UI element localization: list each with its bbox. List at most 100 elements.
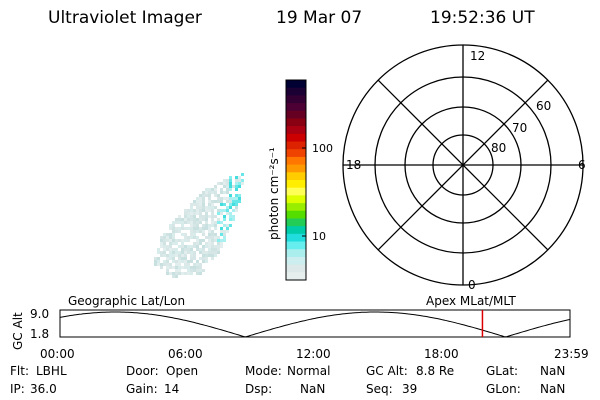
aurora-pixel — [205, 242, 208, 245]
aurora-pixel — [172, 251, 175, 254]
aurora-pixel — [202, 191, 205, 194]
colorbar-frame — [285, 79, 307, 281]
aurora-pixel — [178, 269, 181, 272]
aurora-pixel — [211, 248, 214, 251]
aurora-pixel — [211, 251, 214, 254]
aurora-pixel — [181, 224, 184, 227]
aurora-pixel — [196, 266, 199, 269]
aurora-pixel — [193, 245, 196, 248]
aurora-pixel — [190, 236, 193, 239]
apex-label: Apex MLat/MLT — [426, 294, 516, 308]
aurora-pixel — [193, 209, 196, 212]
aurora-pixel — [169, 248, 172, 251]
aurora-pixel — [202, 215, 205, 218]
aurora-pixel — [166, 254, 169, 257]
aurora-pixel — [169, 257, 172, 260]
aurora-pixel — [211, 242, 214, 245]
aurora-pixel — [211, 212, 214, 215]
aurora-pixel — [172, 224, 175, 227]
aurora-pixel — [211, 221, 214, 224]
aurora-pixel — [220, 242, 223, 245]
aurora-pixel — [217, 248, 220, 251]
aurora-pixel — [193, 266, 196, 269]
aurora-pixel — [232, 185, 235, 188]
aurora-pixel — [208, 203, 211, 206]
aurora-pixel — [175, 260, 178, 263]
colorbar-band — [286, 118, 306, 127]
aurora-pixel — [199, 206, 202, 209]
aurora-pixel — [199, 251, 202, 254]
aurora-pixel — [190, 209, 193, 212]
aurora-pixel — [169, 239, 172, 242]
aurora-pixel — [190, 212, 193, 215]
aurora-pixel — [214, 236, 217, 239]
aurora-pixel — [193, 269, 196, 272]
colorbar-band — [286, 256, 306, 266]
aurora-pixel — [199, 212, 202, 215]
status-flt-value: LBHL — [36, 364, 67, 378]
aurora-pixel — [181, 272, 184, 275]
aurora-pixel — [187, 218, 190, 221]
aurora-pixel — [193, 233, 196, 236]
colorbar-band — [286, 126, 306, 135]
aurora-pixel — [154, 260, 157, 263]
status-glat-value: NaN — [540, 364, 566, 378]
aurora-pixel — [184, 260, 187, 263]
aurora-pixel — [187, 251, 190, 254]
aurora-pixel — [223, 239, 226, 242]
aurora-pixel — [169, 254, 172, 257]
aurora-pixel — [193, 254, 196, 257]
aurora-pixel — [226, 212, 229, 215]
aurora-pixel — [238, 176, 241, 179]
aurora-pixel — [202, 227, 205, 230]
aurora-pixel — [202, 224, 205, 227]
aurora-pixel — [187, 209, 190, 212]
aurora-pixel — [202, 245, 205, 248]
aurora-pixel — [220, 239, 223, 242]
colorbar-band — [286, 180, 306, 189]
aurora-pixel — [163, 248, 166, 251]
colorbar-band — [286, 133, 306, 143]
aurora-pixel — [223, 191, 226, 194]
aurora-pixel — [169, 266, 172, 269]
aurora-pixel — [166, 248, 169, 251]
status-glon-value: NaN — [540, 382, 566, 396]
status-dsp-value: NaN — [300, 382, 326, 396]
aurora-pixel — [205, 260, 208, 263]
aurora-pixel — [160, 239, 163, 242]
aurora-pixel — [184, 218, 187, 221]
aurora-pixel — [172, 227, 175, 230]
aurora-pixel — [202, 233, 205, 236]
aurora-pixel — [199, 272, 202, 275]
aurora-pixel — [163, 236, 166, 239]
aurora-pixel — [181, 221, 184, 224]
aurora-pixel — [193, 230, 196, 233]
aurora-pixel — [190, 221, 193, 224]
aurora-pixel — [154, 263, 157, 266]
aurora-pixel — [181, 251, 184, 254]
aurora-pixel — [157, 257, 160, 260]
aurora-pixel — [175, 269, 178, 272]
aurora-pixel — [187, 266, 190, 269]
aurora-pixel — [202, 257, 205, 260]
aurora-pixel — [163, 251, 166, 254]
aurora-pixel — [178, 251, 181, 254]
aurora-pixel — [223, 215, 226, 218]
aurora-pixel — [169, 227, 172, 230]
aurora-pixel — [214, 224, 217, 227]
aurora-pixel — [172, 248, 175, 251]
aurora-pixel — [217, 236, 220, 239]
aurora-pixel — [202, 230, 205, 233]
aurora-pixel — [163, 245, 166, 248]
aurora-pixel — [202, 203, 205, 206]
aurora-pixel — [226, 188, 229, 191]
aurora-pixel — [157, 251, 160, 254]
aurora-pixel — [199, 194, 202, 197]
aurora-pixel — [211, 206, 214, 209]
aurora-pixel — [232, 218, 235, 221]
aurora-pixel — [208, 227, 211, 230]
aurora-pixel — [229, 188, 232, 191]
aurora-pixel — [199, 218, 202, 221]
aurora-pixel — [214, 194, 217, 197]
aurora-pixel — [172, 257, 175, 260]
